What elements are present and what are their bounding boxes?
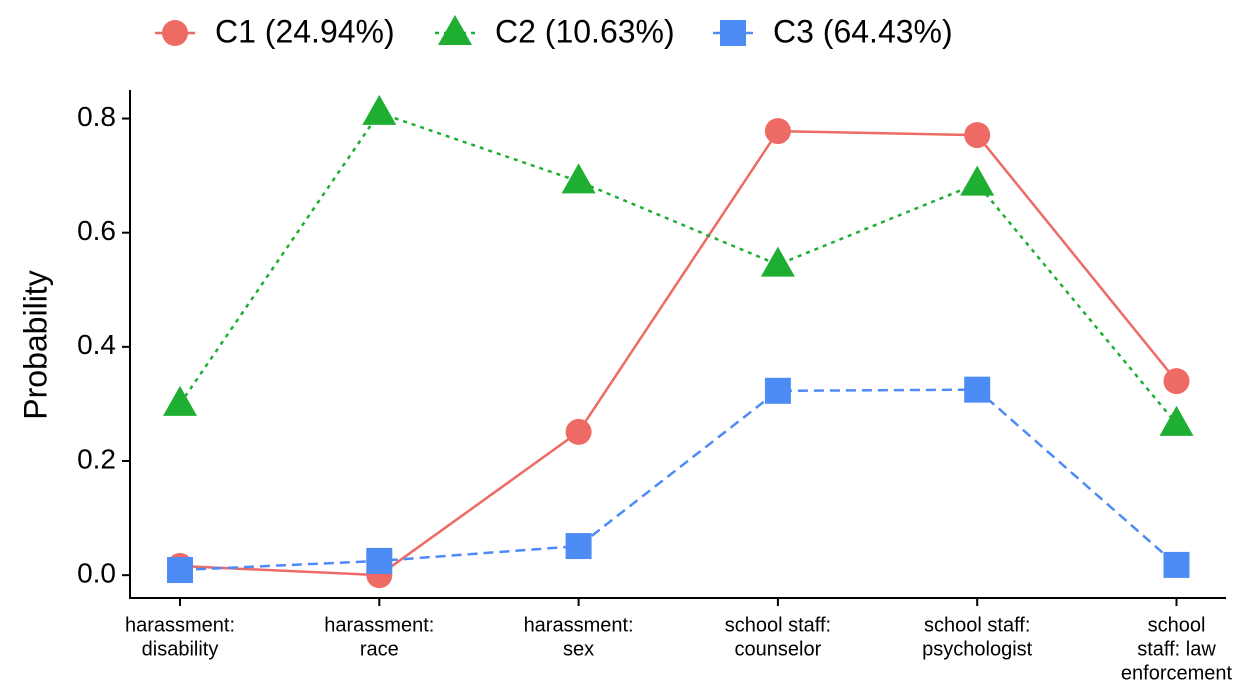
x-tick-label: harassment:	[324, 614, 434, 636]
x-tick-label: disability	[142, 638, 219, 660]
legend-marker	[162, 20, 188, 46]
y-tick-label: 0.8	[77, 101, 116, 132]
legend-label: C1 (24.94%)	[215, 13, 395, 49]
legend-label: C2 (10.63%)	[495, 13, 675, 49]
x-tick-label: race	[360, 638, 399, 660]
x-tick-label: counselor	[735, 638, 822, 660]
data-point	[366, 547, 393, 574]
data-point	[362, 94, 397, 125]
legend-marker	[720, 20, 746, 46]
legend-marker	[438, 15, 472, 45]
y-tick-label: 0.0	[77, 558, 116, 589]
data-point	[1159, 405, 1194, 436]
y-tick-label: 0.6	[77, 215, 116, 246]
data-point	[960, 165, 995, 196]
data-point	[964, 122, 991, 149]
data-point	[1163, 368, 1190, 395]
x-tick-label: school staff:	[924, 614, 1030, 636]
data-point	[167, 557, 193, 584]
x-tick-label: psychologist	[922, 638, 1033, 660]
data-point	[764, 118, 791, 145]
x-tick-label: school staff:	[725, 614, 831, 636]
data-point	[964, 376, 991, 403]
x-tick-label: school	[1148, 614, 1206, 636]
series-line	[179, 129, 1178, 577]
series-line	[178, 111, 1178, 425]
data-point	[163, 385, 197, 416]
data-point	[760, 246, 795, 277]
data-point	[1163, 551, 1190, 578]
x-tick-label: sex	[563, 638, 594, 660]
x-tick-label: enforcement	[1121, 662, 1233, 684]
legend-label: C3 (64.43%)	[773, 13, 953, 49]
data-point	[565, 418, 592, 445]
y-tick-label: 0.4	[77, 329, 116, 360]
data-point	[764, 377, 791, 404]
data-point	[565, 533, 592, 560]
x-tick-label: harassment:	[125, 614, 235, 636]
x-tick-label: harassment:	[524, 614, 634, 636]
data-point	[561, 163, 596, 194]
y-tick-label: 0.2	[77, 443, 116, 474]
series-line	[179, 388, 1178, 572]
x-tick-label: staff: law	[1137, 638, 1216, 660]
y-axis-label: Probability	[17, 270, 53, 419]
